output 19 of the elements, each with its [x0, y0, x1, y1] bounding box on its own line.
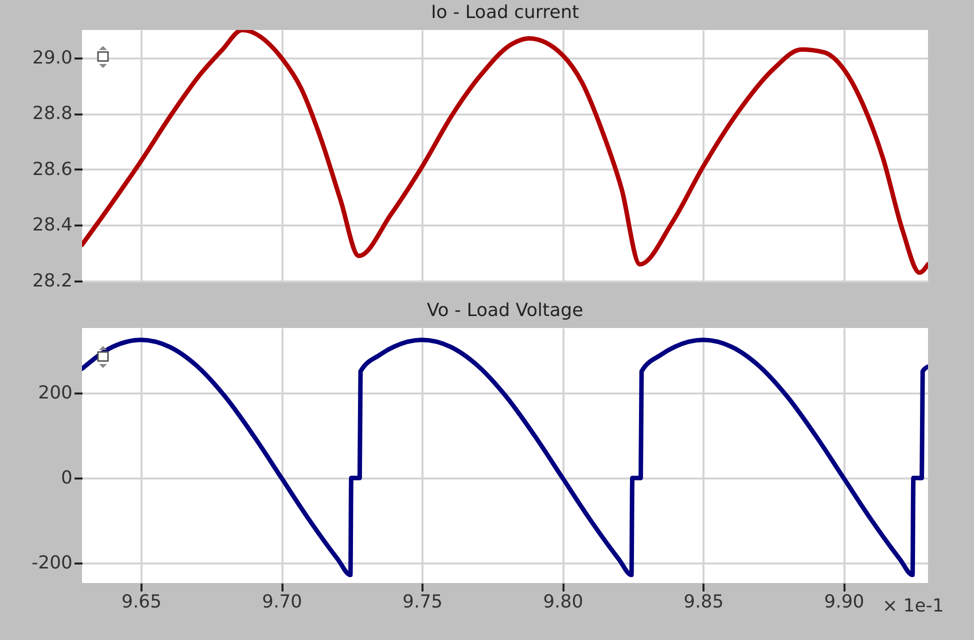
x-tick-label: 9.80 — [543, 592, 584, 612]
y-tick-label: 29.0 — [32, 47, 72, 68]
y-tick-label: 200 — [38, 382, 72, 404]
line-series — [82, 30, 928, 275]
y-tick-label: 28.4 — [32, 214, 72, 236]
line-series — [82, 338, 928, 578]
y-tick-label: 28.6 — [32, 158, 72, 180]
y-tick-label: 0 — [61, 468, 72, 489]
y-tick-label: 28.8 — [32, 103, 72, 124]
chart-title: Io - Load current — [430, 2, 580, 23]
x-tick-label: 9.90 — [824, 592, 864, 612]
x-tick-label: 9.65 — [121, 592, 162, 612]
y-tick-label: -200 — [32, 552, 72, 574]
y-tick-label: 28.2 — [32, 270, 72, 292]
x-tick-label: 9.70 — [262, 592, 302, 612]
chart-title: Vo - Load Voltage — [426, 300, 584, 321]
x-tick-label: 9.75 — [402, 592, 443, 612]
x-tick-label: 9.85 — [684, 592, 724, 612]
x-axis-title: × 1e-1 — [882, 596, 944, 616]
